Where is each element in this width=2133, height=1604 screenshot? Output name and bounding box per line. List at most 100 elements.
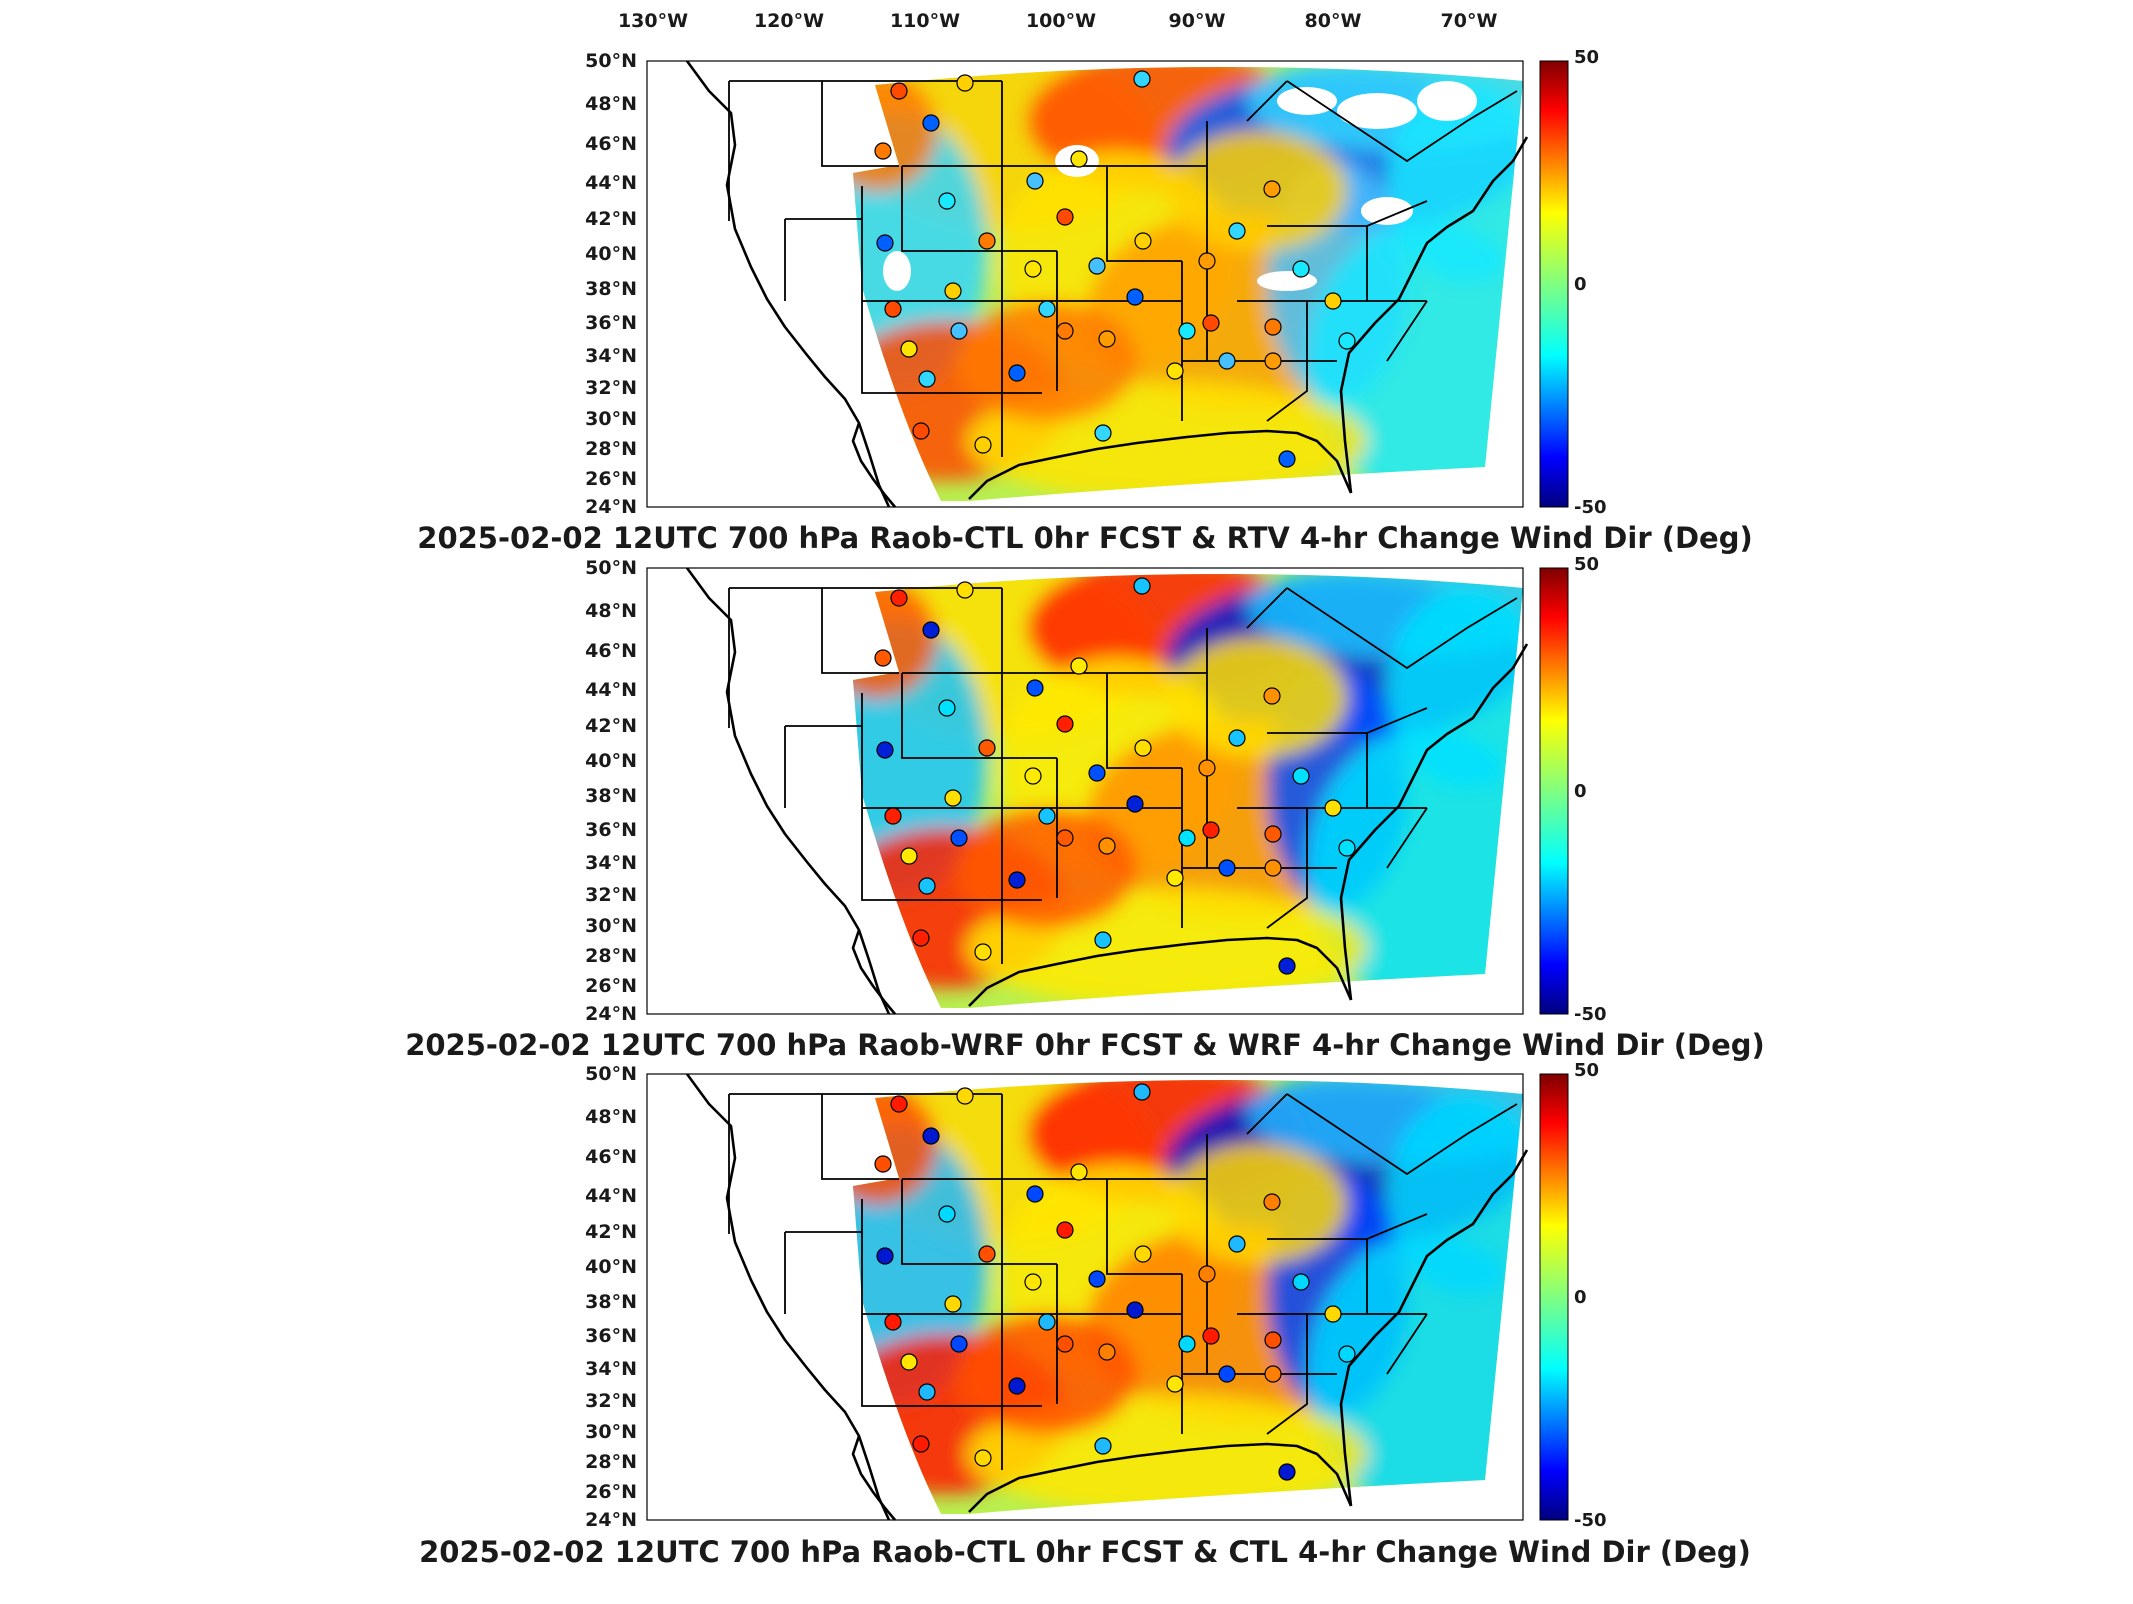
lat-label: 36°N [585, 312, 637, 334]
raob-station-marker [1292, 260, 1310, 278]
lat-label: 30°N [585, 915, 637, 937]
raob-station-marker [1198, 1265, 1216, 1283]
raob-station-marker [1338, 332, 1356, 350]
latitude-axis: 50°N 48°N 46°N 44°N 42°N 40°N 38°N 36°N 34°N 32°N… [585, 557, 637, 1025]
gulf-coastline [968, 429, 1353, 500]
missing-data-gaps [883, 81, 1477, 291]
raob-station-marker [1056, 715, 1074, 733]
baja-coastline [851, 422, 896, 508]
colorbar-mid-label: 0 [1574, 781, 1587, 802]
raob-station-marker [1056, 829, 1074, 847]
raob-station-marker [1264, 825, 1282, 843]
lat-label: 42°N [585, 715, 637, 737]
raob-station-marker [1218, 352, 1236, 370]
colorbar-max-label: 50 [1574, 47, 1599, 68]
state-borders [728, 587, 1518, 964]
panel-1: 50°N 48°N 46°N 44°N 42°N 40°N 38°N 36°N 34°N 32°N… [417, 47, 1752, 555]
raob-station-marker [1264, 1365, 1282, 1383]
lat-label: 46°N [585, 640, 637, 662]
raob-station-marker [950, 1335, 968, 1353]
east-coastline [1339, 643, 1529, 1001]
raob-station-marker [884, 300, 902, 318]
raob-station-marker [1278, 957, 1296, 975]
colorbar-mid-label: 0 [1574, 274, 1587, 295]
west-coastline [685, 1073, 891, 1521]
raob-station-marker [1202, 821, 1220, 839]
raob-station-marker [1134, 1245, 1152, 1263]
raob-station-marker [1056, 208, 1074, 226]
raob-station-marker [912, 1435, 930, 1453]
gulf-coastline [968, 1442, 1353, 1513]
map-plot [646, 567, 1529, 1015]
raob-station-marker [900, 1353, 918, 1371]
baja-coastline [851, 1435, 896, 1521]
raob-station-marker [1056, 322, 1074, 340]
lat-label: 38°N [585, 1291, 637, 1313]
raob-station-marker [1098, 837, 1116, 855]
raob-station-marker [1024, 260, 1042, 278]
lat-label: 32°N [585, 377, 637, 399]
raob-station-marker [1263, 1193, 1281, 1211]
lat-label: 48°N [585, 93, 637, 115]
west-coastline [685, 60, 891, 508]
map-frame [646, 60, 1524, 508]
raob-station-marker [918, 1383, 936, 1401]
raob-station-marker [900, 847, 918, 865]
raob-station-marker [1178, 322, 1196, 340]
gulf-coastline [968, 936, 1353, 1007]
lon-label-130w: 130°W [618, 10, 688, 32]
panel-title: 2025-02-02 12UTC 700 hPa Raob-CTL 0hr FC… [419, 1535, 1751, 1569]
colorbar-max-label: 50 [1574, 554, 1599, 575]
lat-label: 50°N [585, 1063, 637, 1085]
lat-label: 38°N [585, 278, 637, 300]
lat-label: 48°N [585, 600, 637, 622]
lat-label: 38°N [585, 785, 637, 807]
raob-station-marker [1094, 931, 1112, 949]
raob-station-marker [890, 589, 908, 607]
raob-station-marker [1292, 1273, 1310, 1291]
raob-station-marker [974, 436, 992, 454]
raob-station-marker [974, 1449, 992, 1467]
state-borders [728, 80, 1518, 457]
raob-station-marker [1098, 1343, 1116, 1361]
raob-station-marker [912, 929, 930, 947]
east-coastline [1339, 1149, 1529, 1507]
lat-label: 40°N [585, 243, 637, 265]
raob-station-marker [874, 1155, 892, 1173]
lon-label-110w: 110°W [890, 10, 960, 32]
lat-label: 24°N [585, 1003, 637, 1025]
west-coastline [685, 567, 891, 1015]
raob-station-marker [938, 699, 956, 717]
raob-stations [874, 70, 1356, 468]
raob-station-marker [1178, 829, 1196, 847]
raob-station-marker [1218, 1365, 1236, 1383]
colorbar-min-label: -50 [1574, 1510, 1607, 1531]
raob-station-marker [1098, 330, 1116, 348]
raob-station-marker [1264, 1331, 1282, 1349]
lat-label: 50°N [585, 50, 637, 72]
lat-label: 30°N [585, 1421, 637, 1443]
colorbar-min-label: -50 [1574, 497, 1607, 518]
raob-station-marker [978, 739, 996, 757]
panel-title: 2025-02-02 12UTC 700 hPa Raob-CTL 0hr FC… [417, 521, 1752, 555]
raob-station-marker [1008, 364, 1026, 382]
map-plot [646, 1073, 1529, 1521]
raob-station-marker [884, 807, 902, 825]
raob-station-marker [1218, 859, 1236, 877]
raob-station-marker [978, 232, 996, 250]
raob-station-marker [1338, 839, 1356, 857]
colorbar: 50 0 -50 [1539, 554, 1607, 1025]
lat-label: 40°N [585, 750, 637, 772]
raob-station-marker [1134, 232, 1152, 250]
raob-stations [874, 1083, 1356, 1481]
lat-label: 50°N [585, 557, 637, 579]
raob-station-marker [1338, 1345, 1356, 1363]
raob-station-marker [922, 621, 940, 639]
colorbar: 50 0 -50 [1539, 47, 1607, 518]
lon-label-100w: 100°W [1026, 10, 1096, 32]
lat-label: 26°N [585, 975, 637, 997]
lat-label: 34°N [585, 345, 637, 367]
raob-station-marker [1228, 729, 1246, 747]
lat-label: 32°N [585, 884, 637, 906]
raob-station-marker [900, 340, 918, 358]
